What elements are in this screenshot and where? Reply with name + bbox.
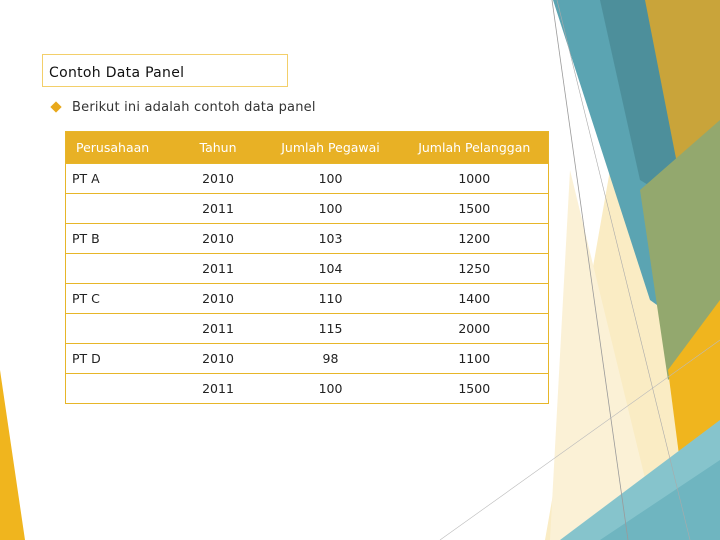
bullet-text: Berikut ini adalah contoh data panel	[72, 99, 316, 115]
table-row: PT A 2010 100 1000	[65, 163, 549, 194]
cell-employees: 103	[260, 223, 401, 254]
cell-company	[65, 373, 176, 404]
cell-customers: 2000	[400, 313, 549, 344]
header-perusahaan: Perusahaan	[65, 131, 176, 164]
cell-year: 2010	[175, 283, 261, 314]
cell-company: PT B	[65, 223, 176, 254]
cell-company: PT D	[65, 343, 176, 374]
cell-employees: 115	[260, 313, 401, 344]
table-row: PT C 2010 110 1400	[65, 283, 549, 314]
cell-customers: 1100	[400, 343, 549, 374]
cell-employees: 100	[260, 373, 401, 404]
cell-employees: 98	[260, 343, 401, 374]
cell-employees: 100	[260, 163, 401, 194]
table-row: PT B 2010 103 1200	[65, 223, 549, 254]
cell-year: 2011	[175, 193, 261, 224]
slide-title: Contoh Data Panel	[42, 54, 288, 87]
cell-company: PT A	[65, 163, 176, 194]
cell-year: 2010	[175, 223, 261, 254]
cell-year: 2010	[175, 163, 261, 194]
header-jumlah-pelanggan: Jumlah Pelanggan	[400, 131, 549, 164]
cell-company	[65, 313, 176, 344]
cell-customers: 1500	[400, 373, 549, 404]
cell-company: PT C	[65, 283, 176, 314]
cell-customers: 1000	[400, 163, 549, 194]
cell-employees: 104	[260, 253, 401, 284]
cell-employees: 110	[260, 283, 401, 314]
cell-year: 2011	[175, 313, 261, 344]
cell-customers: 1500	[400, 193, 549, 224]
cell-company	[65, 193, 176, 224]
table-header-row: Perusahaan Tahun Jumlah Pegawai Jumlah P…	[65, 131, 549, 164]
cream-shape	[550, 170, 660, 540]
table-row: 2011 100 1500	[65, 193, 549, 224]
teal-shape-bottom	[600, 460, 720, 540]
left-yellow-shape	[0, 370, 25, 540]
cell-company	[65, 253, 176, 284]
cell-customers: 1200	[400, 223, 549, 254]
cell-employees: 100	[260, 193, 401, 224]
header-jumlah-pegawai: Jumlah Pegawai	[260, 131, 401, 164]
table-row: 2011 104 1250	[65, 253, 549, 284]
cell-customers: 1400	[400, 283, 549, 314]
table-row: PT D 2010 98 1100	[65, 343, 549, 374]
cell-year: 2011	[175, 373, 261, 404]
header-tahun: Tahun	[175, 131, 261, 164]
deco-line-1	[551, 0, 629, 540]
deco-line-3	[439, 339, 720, 540]
table-row: 2011 115 2000	[65, 313, 549, 344]
olive-shape	[640, 120, 720, 380]
table-row: 2011 100 1500	[65, 373, 549, 404]
bullet-item: Berikut ini adalah contoh data panel	[50, 98, 316, 116]
deco-line-2	[556, 0, 691, 540]
diamond-bullet-icon	[50, 101, 62, 113]
panel-data-table: Perusahaan Tahun Jumlah Pegawai Jumlah P…	[65, 131, 549, 404]
cell-year: 2011	[175, 253, 261, 284]
cell-year: 2010	[175, 343, 261, 374]
cell-customers: 1250	[400, 253, 549, 284]
